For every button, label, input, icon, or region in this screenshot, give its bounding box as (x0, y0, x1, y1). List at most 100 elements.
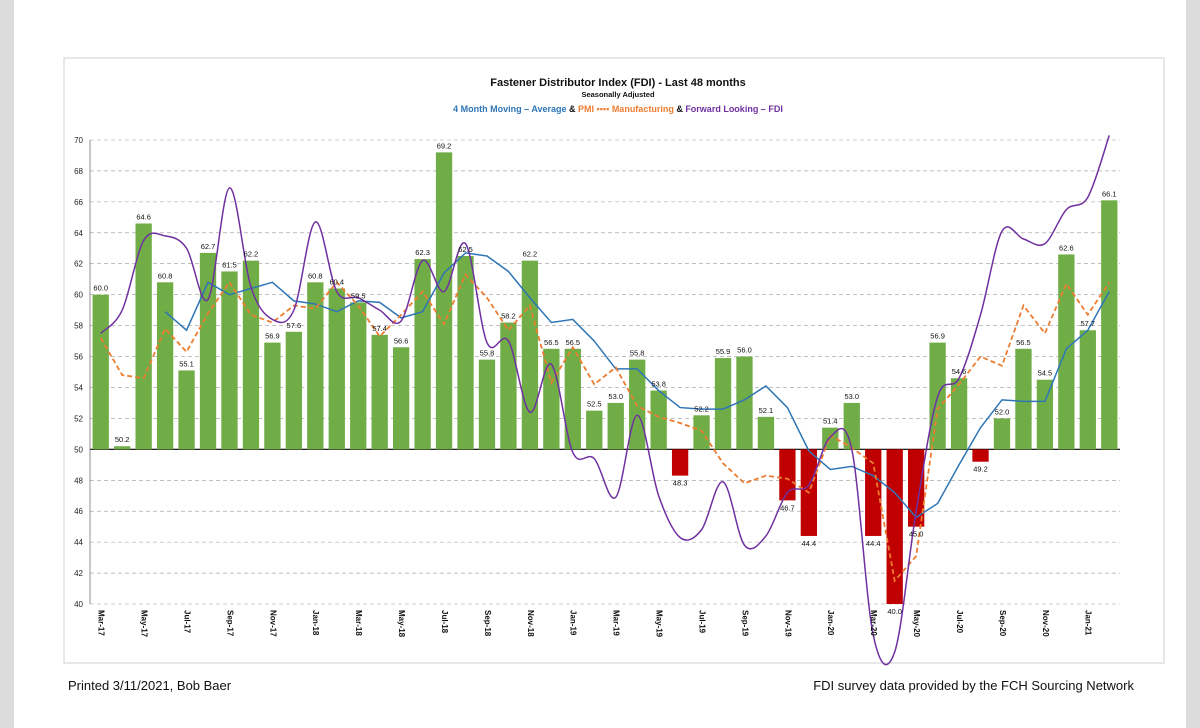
data-label-may-20: 45.0 (909, 530, 924, 539)
y-tick-label: 46 (74, 507, 83, 516)
bar-may-18 (392, 347, 410, 450)
fdi-bars (92, 152, 1118, 604)
data-label-aug-17: 62.7 (201, 242, 216, 251)
x-tick-jul-18: Jul-18 (440, 610, 449, 634)
x-tick-nov-20: Nov-20 (1041, 610, 1050, 637)
data-label-jan-18: 60.8 (308, 271, 323, 280)
x-tick-mar-19: Mar-19 (612, 610, 621, 636)
y-tick-label: 58 (74, 322, 83, 331)
legend-item-symbol: ▪▪▪▪ (594, 104, 609, 114)
bar-aug-20 (972, 449, 989, 462)
y-tick-label: 40 (74, 600, 83, 609)
x-tick-mar-20: Mar-20 (869, 610, 878, 636)
data-label-nov-19: 46.7 (780, 503, 795, 512)
data-label-oct-17: 62.2 (244, 250, 259, 259)
data-label-sep-18: 55.8 (480, 349, 495, 358)
data-label-feb-21: 66.1 (1102, 189, 1117, 198)
data-label-apr-18: 57.4 (372, 324, 387, 333)
data-label-dec-17: 57.6 (287, 321, 302, 330)
data-label-nov-18: 62.2 (523, 250, 538, 259)
bar-aug-19 (714, 358, 732, 450)
x-tick-mar-18: Mar-18 (354, 610, 363, 636)
x-tick-may-19: May-19 (655, 610, 664, 638)
bar-may-19 (650, 390, 667, 450)
bar-oct-17 (242, 260, 260, 450)
legend-item-pmi: PMI (576, 104, 595, 114)
line-pmi-manufacturing (99, 272, 1111, 583)
x-axis: Mar-17 May-17 Jul-17 Sep-17 Nov-17 Jan-18 Mar-… (97, 610, 1093, 638)
bar-dec-20 (1058, 254, 1075, 450)
x-tick-nov-17: Nov-17 (268, 610, 277, 637)
y-tick-label: 70 (74, 136, 83, 145)
y-tick-label: 60 (74, 291, 83, 300)
x-tick-nov-18: Nov-18 (526, 610, 535, 637)
data-label-feb-20: 53.0 (844, 392, 859, 401)
y-tick-label: 66 (74, 198, 83, 207)
x-tick-may-20: May-20 (912, 610, 921, 638)
bar-nov-18 (521, 260, 539, 450)
y-tick-label: 54 (74, 383, 83, 392)
chart-border (63, 57, 1165, 664)
x-tick-sep-19: Sep-19 (740, 610, 749, 637)
footer-printed-by: Printed 3/11/2021, Bob Baer (68, 678, 232, 693)
bar-sep-18 (478, 359, 496, 450)
x-tick-sep-20: Sep-20 (998, 610, 1007, 637)
bar-jun-18 (414, 259, 431, 450)
legend-item-manufacturing: Manufacturing (609, 104, 674, 114)
legend-item-symbol: & (674, 104, 684, 114)
data-label-jun-19: 48.3 (673, 479, 688, 488)
x-tick-sep-17: Sep-17 (225, 610, 234, 637)
data-label-mar-19: 53.0 (608, 392, 623, 401)
bar-aug-18 (457, 256, 474, 450)
y-tick-label: 64 (74, 229, 83, 238)
x-tick-jan-19: Jan-19 (569, 610, 578, 636)
chart-title: Fastener Distributor Index (FDI) - Last … (490, 77, 745, 89)
chart-legend: 4 Month Moving – Average & PMI ▪▪▪▪ Manu… (453, 104, 783, 114)
chart-sheet: Fastener Distributor Index (FDI) - Last … (14, 0, 1186, 728)
bar-sep-19 (736, 356, 753, 450)
data-label-may-17: 64.6 (136, 213, 151, 222)
bar-mar-17 (92, 294, 109, 450)
y-tick-label: 48 (74, 476, 83, 485)
x-tick-mar-17: Mar-17 (97, 610, 106, 636)
data-label-sep-20: 52.0 (995, 407, 1010, 416)
data-label-jul-20: 54.6 (952, 367, 967, 376)
data-label-jan-21: 57.7 (1081, 319, 1096, 328)
data-label-aug-19: 55.9 (716, 347, 731, 356)
data-label-apr-19: 55.8 (630, 349, 645, 358)
data-label-may-19: 53.8 (651, 380, 666, 389)
data-label-aug-18: 62.5 (458, 245, 473, 254)
x-tick-nov-19: Nov-19 (783, 610, 792, 637)
y-axis: 40 42 44 46 48 50 52 54 56 58 60 62 64 66 68 70 (74, 136, 91, 609)
data-label-sep-19: 56.0 (737, 346, 752, 355)
x-tick-jul-20: Jul-20 (955, 610, 964, 634)
y-tick-label: 44 (74, 538, 83, 547)
data-label-oct-19: 52.1 (759, 406, 774, 415)
bar-sep-17 (221, 271, 238, 450)
bar-jul-17 (178, 370, 195, 450)
legend-item-4-month-moving-average: 4 Month Moving – Average (453, 104, 566, 114)
y-tick-label: 52 (74, 414, 83, 423)
data-label-nov-20: 54.5 (1038, 369, 1053, 378)
data-label-dec-19: 44.4 (802, 539, 817, 548)
y-tick-label: 50 (74, 445, 83, 454)
bar-aug-17 (199, 252, 217, 450)
data-label-dec-18: 56.5 (544, 338, 559, 347)
x-tick-jan-21: Jan-21 (1084, 610, 1093, 636)
data-label-jun-20: 56.9 (930, 332, 945, 341)
x-tick-may-17: May-17 (140, 610, 149, 638)
data-label-jul-19: 52.2 (694, 404, 709, 413)
data-label-apr-17: 50.2 (115, 435, 130, 444)
bar-apr-18 (371, 334, 388, 450)
data-label-jun-17: 60.8 (158, 271, 173, 280)
x-tick-jan-20: Jan-20 (826, 610, 835, 636)
data-label-jun-18: 62.3 (415, 248, 430, 257)
data-label-oct-18: 58.2 (501, 312, 516, 321)
chart-gridlines (90, 139, 1120, 605)
bar-nov-20 (1036, 379, 1054, 450)
bar-data-labels: 60.0 50.2 64.6 60.8 55.1 62.7 61.5 62.2 56.9 57.6… (93, 141, 1116, 616)
footer-data-source: FDI survey data provided by the FCH Sour… (813, 678, 1134, 693)
fdi-chart: Fastener Distributor Index (FDI) - Last … (63, 57, 1165, 666)
legend-text: 4 Month Moving – Average & PMI ▪▪▪▪ Manu… (453, 104, 783, 114)
x-tick-jan-18: Jan-18 (311, 610, 320, 636)
